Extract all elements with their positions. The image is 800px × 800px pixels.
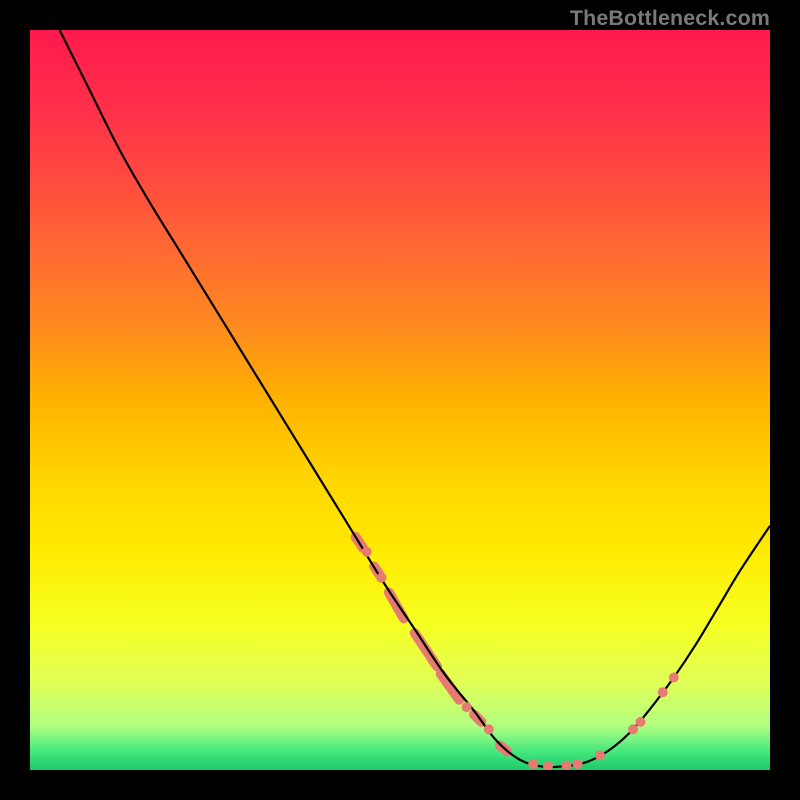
marker-dot [528,759,538,769]
marker-dot [543,761,553,770]
watermark-text: TheBottleneck.com [570,6,770,31]
curve-layer [30,30,770,770]
marker-dot [658,687,668,697]
bottleneck-curve [60,30,770,767]
chart-container: TheBottleneck.com [0,0,800,800]
marker-segment [389,592,404,618]
marker-segment [441,674,460,700]
marker-dot [484,724,494,734]
marker-dots [362,547,679,770]
marker-dot [462,702,472,712]
marker-dot [628,724,638,734]
marker-dot [562,761,572,770]
marker-dot [377,573,387,583]
marker-dot [573,759,583,769]
marker-segments [356,537,508,752]
marker-dot [636,717,646,727]
marker-dot [669,673,679,683]
marker-dot [362,547,372,557]
marker-segment [415,633,437,666]
plot-area [30,30,770,770]
marker-dot [595,750,605,760]
